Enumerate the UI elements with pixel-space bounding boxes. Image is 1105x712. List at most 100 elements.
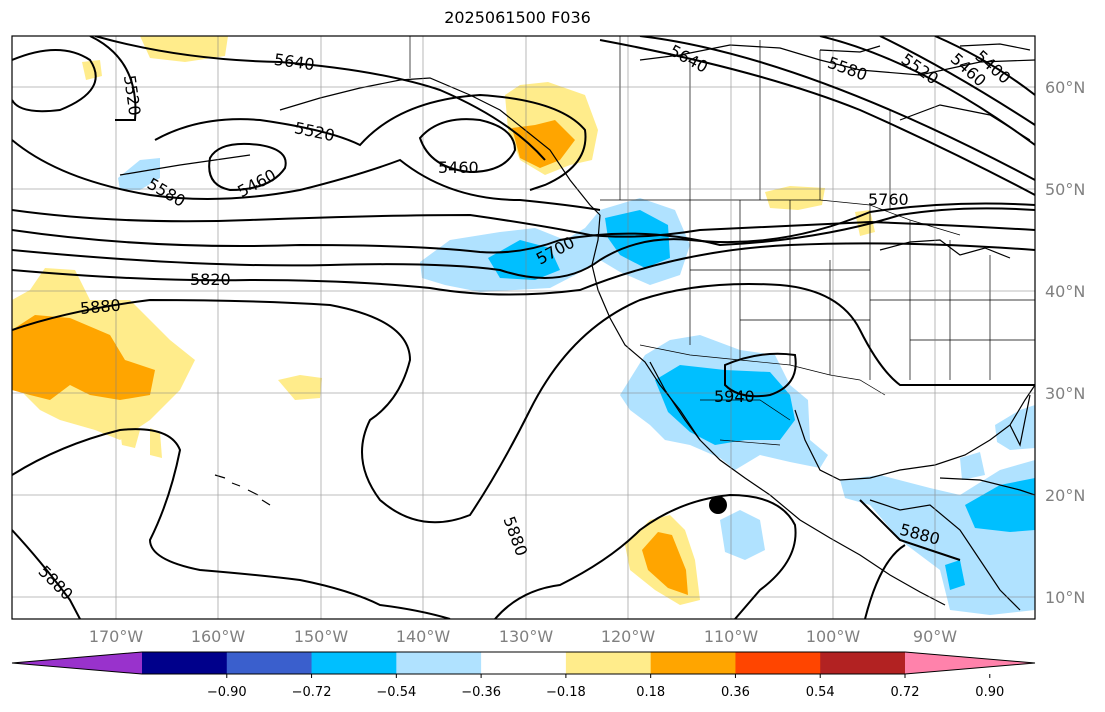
latitude-labels: 60°N 50°N 40°N 30°N 20°N 10°N (1045, 78, 1085, 607)
colorbar-tick-label: −0.54 (376, 685, 416, 700)
contour-5880-sw (12, 529, 81, 619)
colorbar-extend-low (12, 652, 142, 674)
contour-5400 (934, 36, 1035, 96)
colorbar-segment (142, 652, 228, 674)
contour-5640-mid (12, 209, 1035, 238)
positive-core-east-pacific (642, 532, 688, 595)
colorbar-tick-label: −0.90 (207, 685, 247, 700)
colorbar-segment (481, 652, 567, 674)
positive-region-small-pacific (278, 375, 322, 400)
contour-5460-central-low (208, 142, 287, 192)
negative-anomaly-shading (118, 158, 1035, 615)
lat-label-60n: 60°N (1045, 78, 1085, 97)
colorbar-segment (820, 652, 906, 674)
lon-label-150w: 150°W (294, 627, 349, 646)
baja-california (649, 361, 701, 441)
colorbar-extend-high (905, 652, 1035, 674)
contour-5760 (12, 202, 1035, 279)
positive-anomaly-shading (12, 36, 875, 605)
contour-5580-central (12, 139, 601, 211)
gulf-coastline (794, 384, 1035, 481)
lon-label-100w: 100°W (806, 627, 861, 646)
florida (1009, 394, 1031, 447)
colorbar (11, 651, 1036, 675)
contour-5880-east-pac (494, 493, 797, 619)
negative-core-caribbean-2 (945, 560, 965, 590)
aleutians (119, 154, 251, 176)
longitude-labels: 170°W 160°W 150°W 140°W 130°W 120°W 110°… (89, 627, 957, 646)
lat-label-10n: 10°N (1045, 588, 1085, 607)
contour-label-5760: 5760 (868, 190, 909, 209)
contour-label-5940: 5940 (714, 387, 755, 406)
negative-region-florida (995, 405, 1035, 450)
lat-label-20n: 20°N (1045, 486, 1085, 505)
map-title: 2025061500 F036 (444, 8, 591, 27)
negative-core-caribbean (965, 478, 1035, 532)
contour-label-5820: 5820 (190, 270, 231, 289)
colorbar-segment (226, 652, 313, 674)
colorbar-tick-label: 0.72 (891, 685, 920, 700)
negative-region-aleutian (118, 158, 160, 190)
lon-label-160w: 160°W (191, 627, 246, 646)
colorbar-outline (11, 651, 1036, 675)
alaska-coastline (279, 77, 601, 216)
contour-5460-gulf-low (418, 118, 517, 174)
colorbar-tick-label: 0.36 (721, 685, 750, 700)
contour-label-5880-a: 5880 (79, 295, 121, 317)
political-borders (409, 36, 1035, 446)
positive-region-tiny-south-2 (150, 428, 162, 458)
colorbar-segment (311, 652, 397, 674)
height-contours (12, 36, 1035, 619)
contour-5700 (12, 207, 1035, 254)
contour-5940 (724, 352, 797, 398)
negative-core-northwest-us (488, 240, 560, 280)
contour-5460-west-low (12, 49, 97, 113)
central-america (869, 499, 1021, 611)
colorbar-tick-label: 0.90 (975, 685, 1004, 700)
us-state-lines (689, 200, 1035, 380)
colorbar-tick-label: 0.54 (806, 685, 835, 700)
location-marker (709, 496, 727, 514)
colorbar-segment (650, 652, 736, 674)
cuba (939, 477, 1035, 496)
contour-label-5460-b: 5460 (438, 158, 479, 177)
contour-5640-ne (599, 39, 1035, 196)
negative-core-northwest-us-2 (605, 210, 670, 268)
colorbar-segment (396, 652, 482, 674)
contour-5880-main (12, 283, 1035, 524)
contour-5880-central-am (859, 499, 961, 619)
contour-5520-central (154, 93, 587, 191)
lat-label-50n: 50°N (1045, 180, 1085, 199)
contour-5640-west (94, 36, 546, 161)
positive-core-north-pacific-west (12, 315, 155, 400)
positive-region-small-west (82, 60, 102, 80)
lat-label-30n: 30°N (1045, 384, 1085, 403)
positive-region-arctic (140, 36, 228, 62)
contour-5520-ne (819, 36, 1035, 146)
colorbar-segment (735, 652, 821, 674)
colorbar-tick-label: −0.36 (461, 685, 501, 700)
canada-provinces (619, 36, 891, 210)
lon-label-170w: 170°W (89, 627, 144, 646)
colorbar-segment (565, 652, 652, 674)
contour-5880-south (12, 428, 451, 619)
lon-label-140w: 140°W (396, 627, 451, 646)
lon-label-110w: 110°W (704, 627, 759, 646)
contour-5820 (12, 242, 1035, 296)
map-frame (11, 35, 1036, 620)
colorbar-tick-label: −0.18 (546, 685, 586, 700)
positive-region-tiny-south (120, 430, 140, 448)
contour-5460-ne (879, 36, 1035, 126)
contour-5520-nw (89, 36, 137, 121)
mexico-states (700, 399, 791, 446)
lon-label-130w: 130°W (499, 627, 554, 646)
contour-5580-ne (639, 36, 1035, 181)
colorbar-tick-label: −0.72 (292, 685, 332, 700)
negative-region-gulf (960, 452, 985, 480)
colorbar-tick-label: 0.18 (636, 685, 665, 700)
hawaii (214, 474, 271, 506)
positive-region-canada (765, 186, 825, 210)
lon-label-90w: 90°W (913, 627, 957, 646)
lat-label-40n: 40°N (1045, 282, 1085, 301)
